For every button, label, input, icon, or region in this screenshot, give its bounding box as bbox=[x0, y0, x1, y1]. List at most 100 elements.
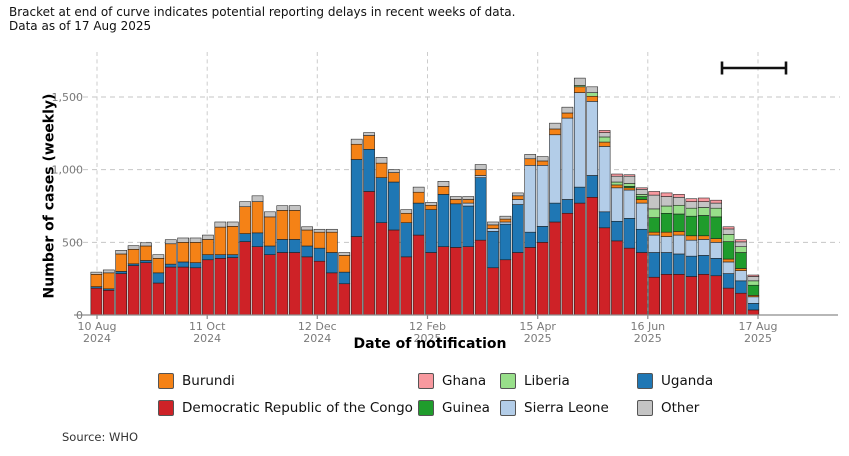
stacked-bar-week-45 bbox=[648, 191, 660, 316]
bar-segment bbox=[660, 274, 673, 316]
bar-segment bbox=[598, 130, 611, 133]
bar-segment bbox=[598, 136, 611, 143]
bar-segment bbox=[648, 252, 660, 278]
stacked-bar-week-13 bbox=[251, 195, 264, 316]
stacked-bar-week-17 bbox=[301, 226, 313, 316]
stacked-bar-week-27 bbox=[425, 202, 437, 316]
bar-segment bbox=[264, 254, 276, 316]
y-tick-label: 1,500 bbox=[52, 91, 84, 104]
bar-segment bbox=[462, 199, 475, 204]
bar-segment bbox=[388, 172, 400, 183]
bar-segment bbox=[660, 252, 673, 275]
bar-segment bbox=[536, 165, 549, 227]
bar-segment bbox=[549, 202, 561, 223]
bar-segment bbox=[152, 258, 165, 274]
bar-segment bbox=[437, 186, 450, 195]
stacked-bar-week-46 bbox=[660, 192, 673, 316]
bar-segment bbox=[586, 95, 599, 102]
bar-segment bbox=[660, 212, 673, 233]
bar-segment bbox=[487, 221, 499, 226]
x-tick-label: 10 Aug bbox=[78, 320, 117, 333]
bar-segment bbox=[561, 106, 574, 114]
bar-segment bbox=[611, 173, 623, 177]
bar-segment bbox=[735, 239, 747, 243]
x-tick-label-year: 2024 bbox=[83, 332, 111, 345]
bar-segment bbox=[288, 205, 301, 211]
bar-segment bbox=[673, 274, 685, 316]
bar-segment bbox=[623, 183, 636, 187]
bar-segment bbox=[586, 101, 599, 176]
bar-segment bbox=[512, 192, 524, 197]
bar-segment bbox=[412, 234, 425, 316]
bar-segment bbox=[189, 237, 202, 243]
bar-segment bbox=[499, 215, 512, 220]
bar-segment bbox=[338, 283, 351, 316]
bar-segment bbox=[611, 175, 623, 183]
bar-segment bbox=[747, 274, 760, 277]
bar-segment bbox=[251, 232, 264, 247]
stacked-bar-week-51 bbox=[722, 226, 735, 316]
bar-segment bbox=[648, 217, 660, 233]
x-tick-label-year: 2025 bbox=[414, 332, 442, 345]
bar-segment bbox=[635, 202, 648, 230]
bar-segment bbox=[425, 252, 437, 316]
bar-segment bbox=[375, 177, 388, 223]
bar-segment bbox=[697, 255, 710, 275]
bar-segment bbox=[722, 234, 735, 242]
bar-segment bbox=[635, 252, 648, 316]
bar-segment bbox=[288, 239, 301, 253]
bar-segment bbox=[697, 274, 710, 316]
bar-segment bbox=[710, 242, 722, 259]
bar-segment bbox=[251, 201, 264, 234]
bar-segment bbox=[499, 259, 512, 316]
bar-segment bbox=[598, 146, 611, 213]
stacked-bar-week-25 bbox=[400, 209, 413, 316]
bar-segment bbox=[710, 207, 722, 218]
bar-segment bbox=[735, 241, 747, 247]
bar-segment bbox=[338, 255, 351, 273]
bar-segment bbox=[288, 252, 301, 316]
source-text: Source: WHO bbox=[62, 430, 139, 444]
bar-segment bbox=[536, 226, 549, 243]
bar-segment bbox=[611, 187, 623, 222]
bar-segment bbox=[623, 175, 636, 184]
bar-segment bbox=[648, 194, 660, 210]
stacked-bar-week-36 bbox=[536, 156, 549, 316]
bar-segment bbox=[189, 262, 202, 269]
bar-segment bbox=[586, 92, 599, 97]
bar-segment bbox=[388, 169, 400, 173]
bar-segment bbox=[648, 276, 660, 316]
bar-segment bbox=[685, 215, 698, 237]
bar-segment bbox=[660, 231, 673, 237]
bar-segment bbox=[474, 164, 487, 170]
bar-segment bbox=[635, 189, 648, 195]
bar-segment bbox=[635, 199, 648, 204]
bar-segment bbox=[487, 267, 499, 316]
stacked-bar-week-52 bbox=[735, 239, 747, 316]
bar-segment bbox=[102, 269, 115, 274]
stacked-bar-week-16 bbox=[288, 205, 301, 316]
stacked-bar-week-15 bbox=[276, 205, 289, 316]
bar-segment bbox=[363, 132, 375, 136]
bar-segment bbox=[561, 212, 574, 316]
stacked-bar-week-2 bbox=[115, 250, 128, 316]
bar-segment bbox=[512, 252, 524, 316]
bar-segment bbox=[735, 270, 747, 282]
bar-segment bbox=[412, 202, 425, 236]
bar-segment bbox=[400, 222, 413, 258]
bar-segment bbox=[313, 260, 326, 316]
bar-segment bbox=[685, 239, 698, 257]
bar-segment bbox=[524, 231, 537, 248]
stacked-bar-week-32 bbox=[487, 221, 499, 316]
bar-segment bbox=[685, 276, 698, 316]
bar-segment bbox=[412, 191, 425, 204]
bar-segment bbox=[710, 202, 722, 209]
stacked-bar-week-47 bbox=[673, 194, 685, 316]
bar-segment bbox=[400, 209, 413, 214]
stacked-bar-week-21 bbox=[350, 138, 363, 316]
bar-segment bbox=[375, 162, 388, 178]
bar-segment bbox=[586, 196, 599, 316]
bar-segment bbox=[536, 160, 549, 166]
bar-segment bbox=[437, 181, 450, 187]
